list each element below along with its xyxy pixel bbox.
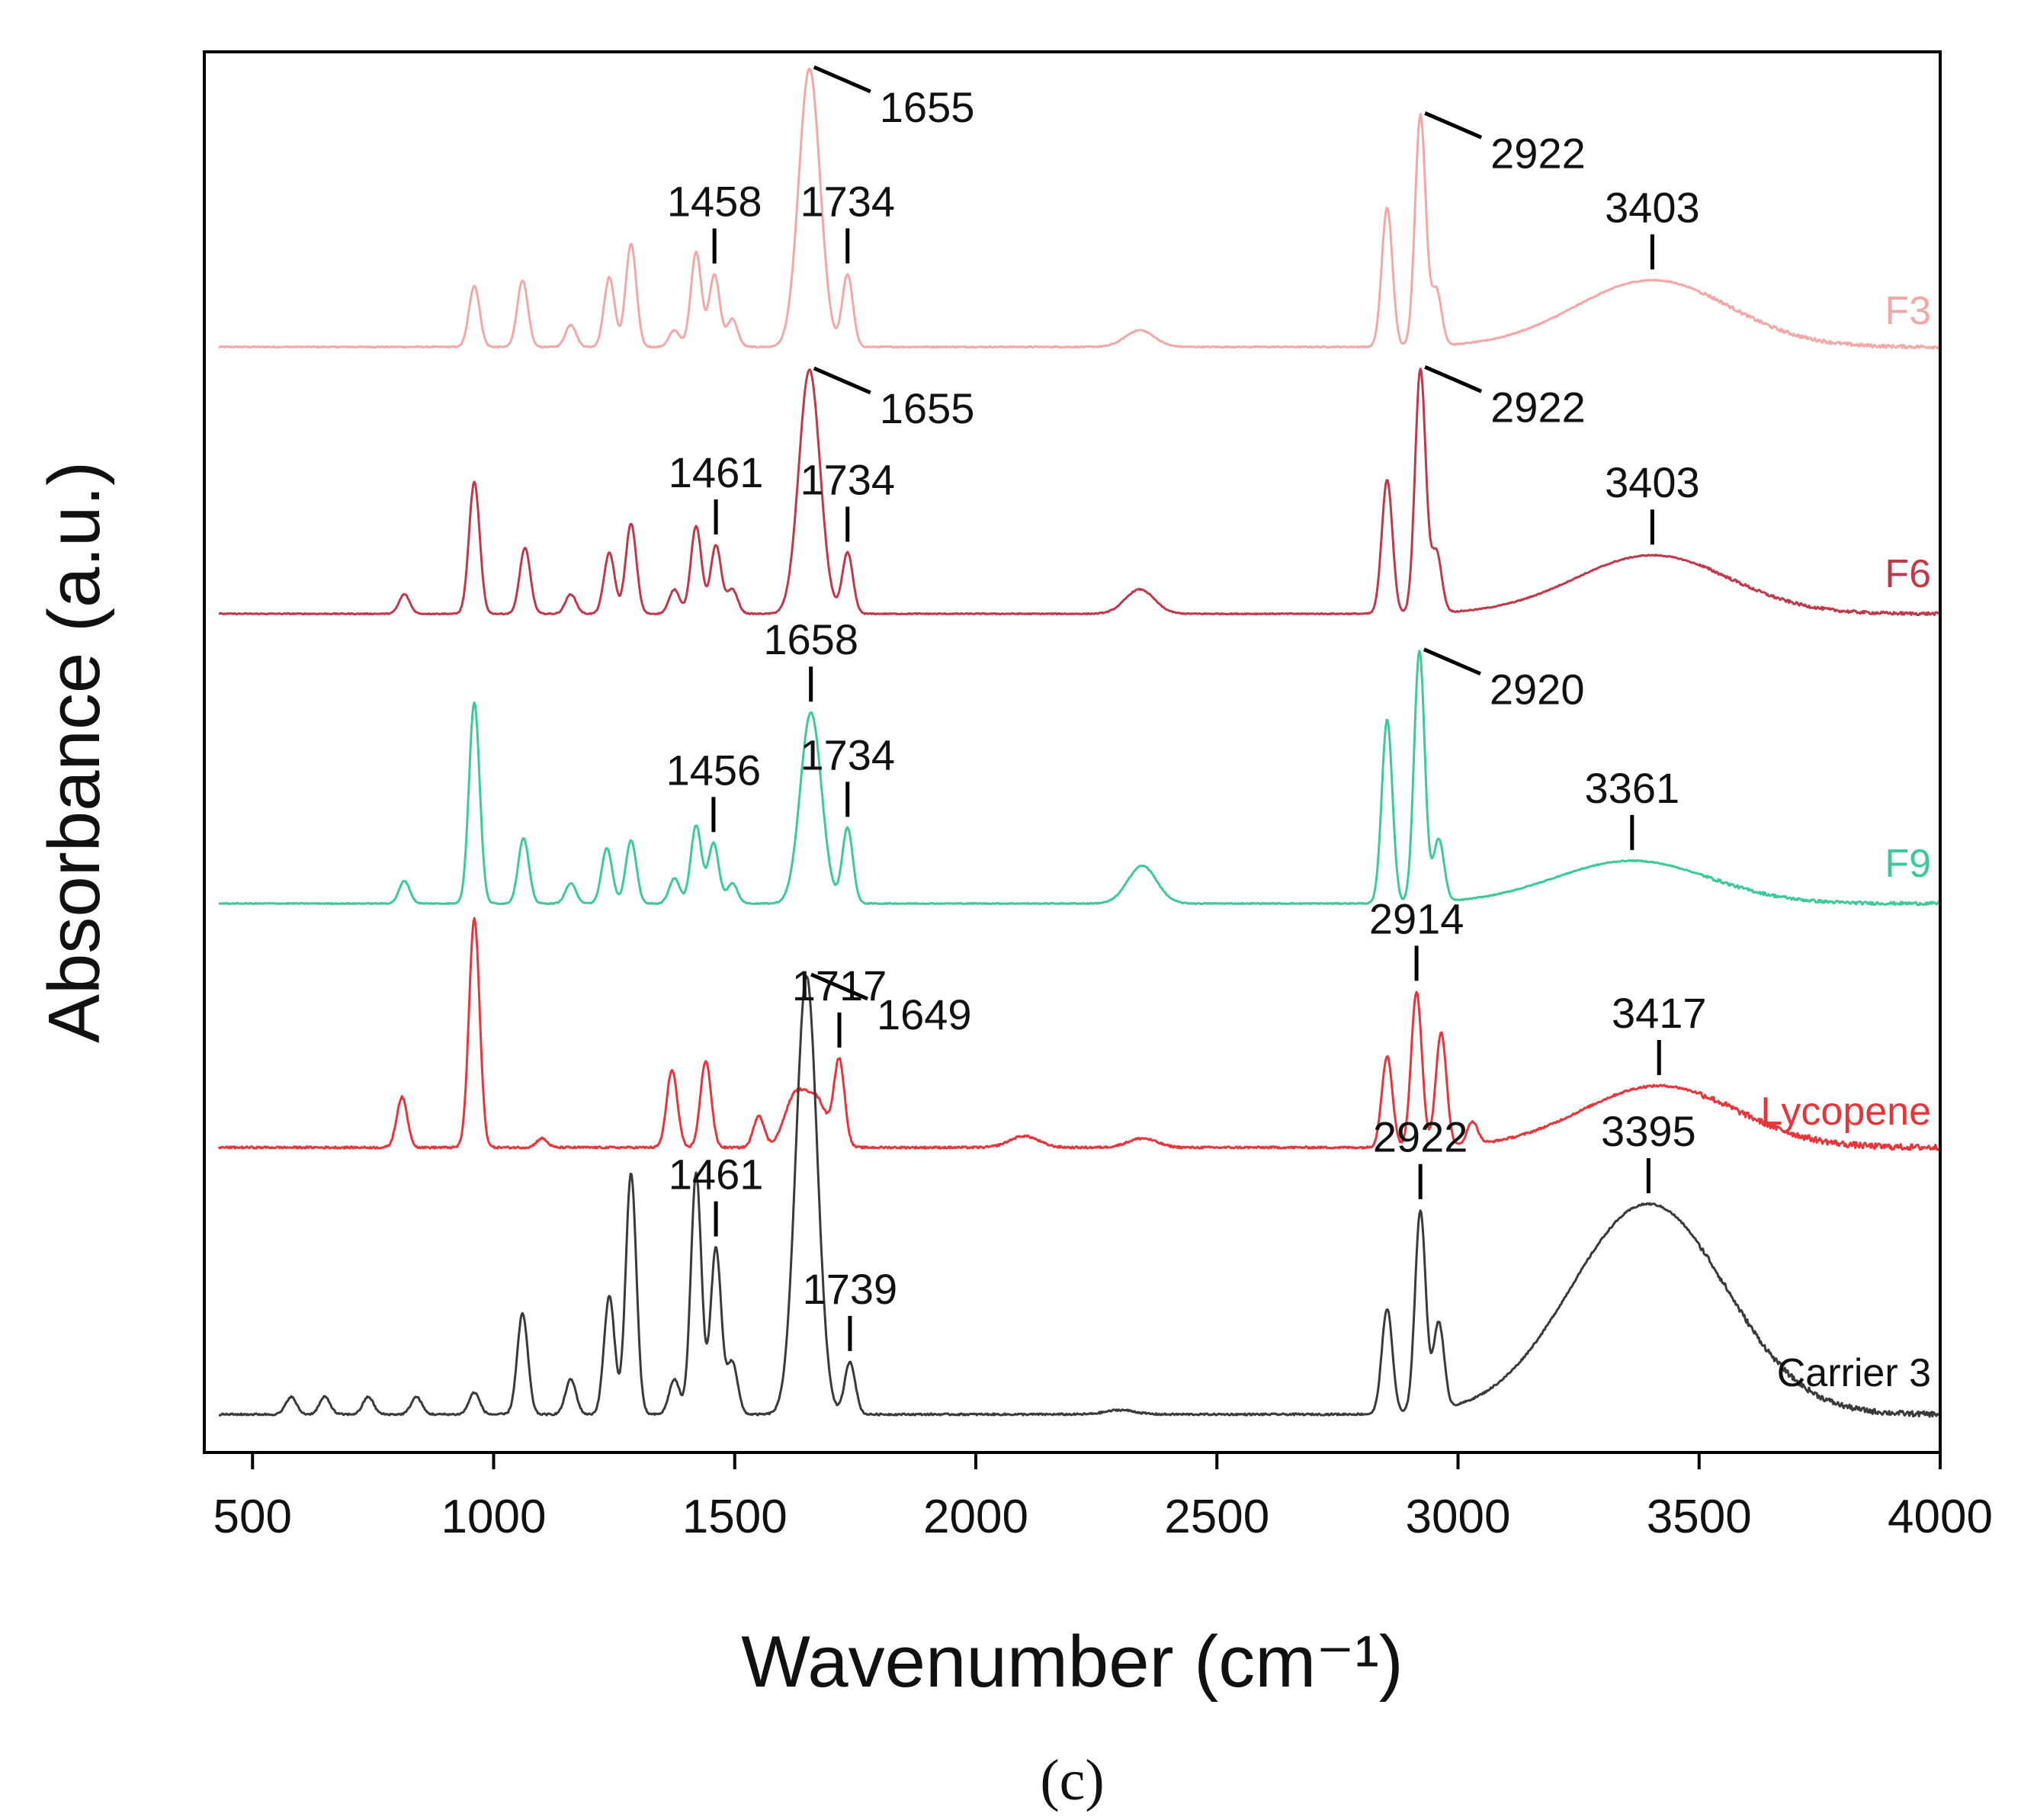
- peak-label-f3-1734: 1734: [800, 178, 895, 226]
- series-label-carrier-3: Carrier 3: [1777, 1351, 1931, 1395]
- peak-label-f6-1655: 1655: [880, 384, 975, 432]
- peak-label-carrier-3-1649: 1649: [877, 990, 972, 1038]
- series-label-lycopene: Lycopene: [1760, 1090, 1931, 1134]
- trace-lycopene: [217, 916, 1942, 1152]
- peak-marker-f3-1655: [813, 65, 871, 94]
- peak-label-f6-1734: 1734: [800, 455, 895, 503]
- peak-label-f9-1734: 1734: [800, 730, 895, 778]
- peak-marker-f3-2922: [1424, 111, 1483, 140]
- peak-marker-f6-2922: [1424, 364, 1483, 393]
- trace-f6: [218, 368, 1941, 617]
- peak-label-f3-3403: 3403: [1605, 183, 1700, 231]
- x-tick-label-500: 500: [213, 1491, 292, 1543]
- peak-label-f6-1461: 1461: [669, 448, 764, 496]
- y-axis-title: Absorbance (a.u.): [34, 461, 115, 1043]
- trace-carrier-3: [218, 974, 1942, 1418]
- x-tick-label-4000: 4000: [1888, 1491, 1993, 1543]
- peak-label-lycopene-2914: 2914: [1369, 894, 1464, 942]
- peak-label-carrier-3-2922: 2922: [1373, 1113, 1468, 1161]
- series-label-f3: F3: [1885, 289, 1931, 333]
- x-tick-label-1500: 1500: [682, 1491, 788, 1543]
- peak-marker-carrier-3-1649: [810, 972, 868, 1001]
- peak-marker-f6-1655: [813, 366, 871, 395]
- x-tick-label-3000: 3000: [1406, 1491, 1511, 1543]
- series-labels: F3 F6 F9 Lycopene Carrier 3: [1760, 289, 1931, 1395]
- peak-label-carrier-3-1461: 1461: [669, 1151, 764, 1199]
- x-tick-label-2000: 2000: [923, 1491, 1028, 1543]
- trace-f3: [218, 67, 1941, 350]
- trace-f9: [218, 650, 1942, 907]
- peak-label-carrier-3-3395: 3395: [1601, 1107, 1696, 1155]
- series-label-f9: F9: [1885, 842, 1931, 886]
- plot-frame: [203, 50, 1942, 1454]
- panel-label: (c): [1040, 1748, 1104, 1812]
- peak-label-f9-2920: 2920: [1490, 666, 1585, 714]
- peak-label-f6-3403: 3403: [1605, 458, 1700, 506]
- peak-label-f3-2922: 2922: [1490, 129, 1586, 177]
- x-tick-label-1000: 1000: [441, 1491, 547, 1543]
- spectrum-traces: [217, 67, 1942, 1418]
- peak-label-f9-3361: 3361: [1585, 764, 1680, 812]
- peak-label-f3-1458: 1458: [667, 178, 762, 226]
- series-label-f6: F6: [1885, 552, 1931, 596]
- x-tick-label-3500: 3500: [1647, 1491, 1752, 1543]
- peak-label-f3-1655: 1655: [880, 83, 975, 131]
- x-tick-label-2500: 2500: [1164, 1491, 1269, 1543]
- peak-annotations: 1458 1655 1734 2922 3403 1461 1655 1734 2922 3403…: [666, 65, 1707, 1351]
- peak-label-lycopene-3417: 3417: [1612, 989, 1707, 1037]
- peak-marker-f9-2920: [1423, 647, 1481, 676]
- peak-label-f9-1658: 1658: [763, 615, 858, 663]
- x-axis: 500 1000 1500 2000 2500 3000 3500 4000: [213, 1452, 1993, 1543]
- peak-label-f6-2922: 2922: [1490, 383, 1586, 431]
- x-axis-title: Wavenumber (cm⁻¹): [741, 1621, 1403, 1703]
- peak-label-f9-1456: 1456: [666, 746, 762, 794]
- peak-label-carrier-3-1739: 1739: [803, 1265, 898, 1313]
